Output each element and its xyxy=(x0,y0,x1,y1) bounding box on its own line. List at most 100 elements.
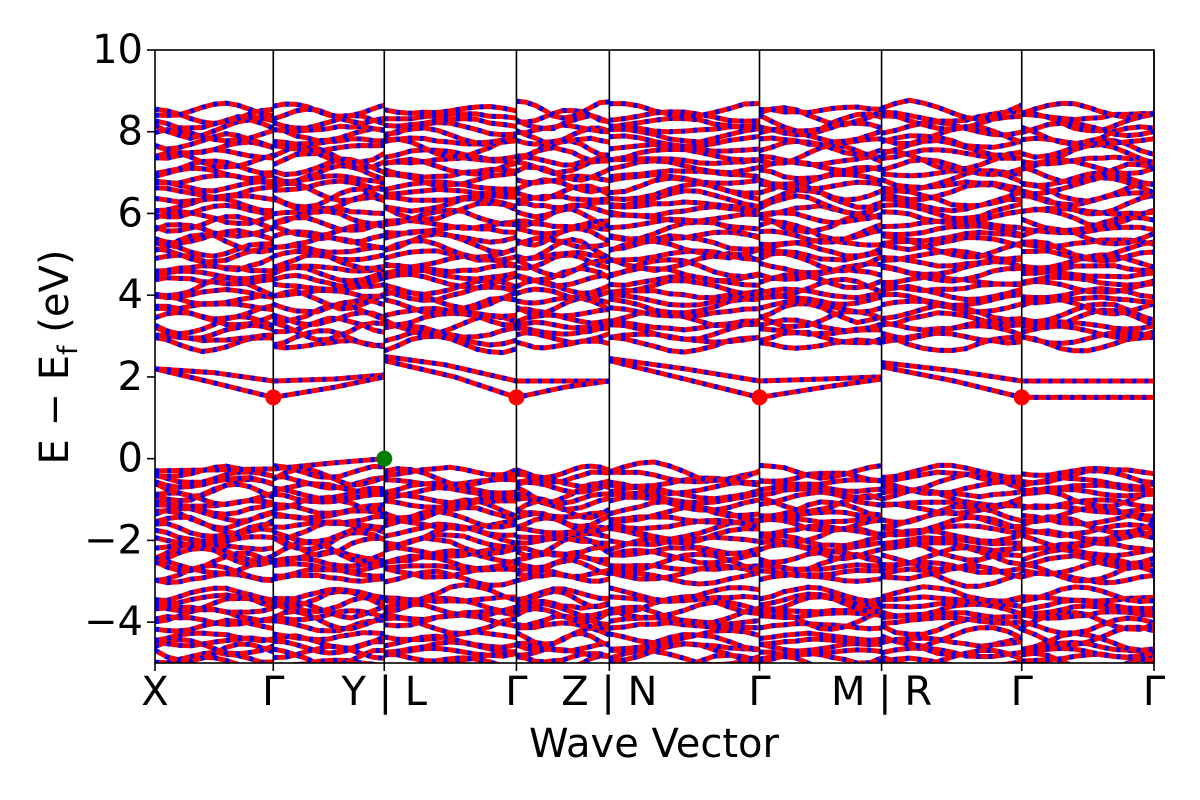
conduction-band-75-down xyxy=(515,277,611,296)
conduction-band-200-down xyxy=(155,178,274,194)
conduction-band-29-down xyxy=(758,317,883,334)
conduction-band-179-down xyxy=(516,199,610,211)
valence-band-78-up xyxy=(880,601,1023,619)
conduction-band-227-down xyxy=(515,158,610,176)
y-tick-label-5: 6 xyxy=(118,190,143,236)
y-axis-label-main: E − E xyxy=(32,355,78,465)
conduction-band-18-down xyxy=(383,322,517,340)
conduction-band-230-down xyxy=(880,157,1023,178)
valence-band-116-down xyxy=(608,562,761,582)
valence-band-256-down xyxy=(155,469,274,485)
valence-band-224-down xyxy=(155,490,274,508)
lowest-conduction-band-5-down xyxy=(608,358,882,400)
valence-band-84-down xyxy=(609,593,760,617)
valence-band-1-up xyxy=(273,657,382,663)
valence-band-212-down xyxy=(608,499,760,519)
conduction-band-96-down xyxy=(155,263,274,274)
conduction-band-269-down xyxy=(758,125,883,145)
conduction-band-120-down xyxy=(155,240,274,259)
conduction-band-173-down xyxy=(759,203,882,220)
valence-band-152-down xyxy=(155,541,274,553)
valence-band-136-down xyxy=(155,545,274,568)
conduction-band-300-down xyxy=(609,101,760,120)
valence-band-257-down xyxy=(272,465,386,488)
conduction-band-6-down xyxy=(881,335,1022,354)
conduction-band-162-up xyxy=(383,207,517,228)
valence-band-77-down xyxy=(759,605,882,615)
valence-band-145-down xyxy=(272,539,386,564)
conduction-band-194-down xyxy=(384,186,517,197)
valence-band-93-down xyxy=(759,591,882,608)
conduction-band-146-down xyxy=(384,224,517,236)
x-tick-label-4: Z | N xyxy=(561,669,657,715)
conduction-band-274-up xyxy=(384,120,517,138)
conduction-band-9-down xyxy=(272,328,385,349)
valence-band-271-down xyxy=(1021,466,1154,478)
conduction-band-293-down xyxy=(758,105,883,128)
y-tick-label-6: 8 xyxy=(118,109,143,155)
conduction-band-102-down xyxy=(881,259,1023,277)
valence-band-177-down xyxy=(273,519,385,542)
conduction-band-61-down xyxy=(759,293,883,307)
conduction-band-24-down xyxy=(155,314,275,337)
conduction-band-27-down xyxy=(516,319,610,331)
conduction-band-157-down xyxy=(758,212,883,235)
valence-band-55-up xyxy=(1021,615,1154,636)
conduction-band-217-down xyxy=(272,163,386,185)
conduction-band-52-down xyxy=(608,296,760,316)
valence-band-97-up xyxy=(273,587,385,602)
conduction-band-204-down xyxy=(609,175,760,196)
valence-band-29-down xyxy=(758,640,882,654)
conduction-band-260-down xyxy=(609,133,760,149)
conduction-band-170-down xyxy=(383,200,518,222)
conduction-band-90-down xyxy=(383,267,517,282)
conduction-band-188-down xyxy=(609,188,760,210)
y-tick-label-0: −4 xyxy=(84,599,143,645)
conduction-band-8-down xyxy=(155,332,274,344)
conduction-band-180-down xyxy=(609,199,760,210)
valence-band-107-down xyxy=(515,571,610,584)
valence-band-37-down xyxy=(759,636,882,648)
valence-band-87-down xyxy=(1021,597,1154,613)
conduction-band-36-down xyxy=(608,309,761,329)
conduction-band-282-down xyxy=(384,116,517,129)
conduction-band-236-down xyxy=(609,156,760,167)
conduction-band-71-down xyxy=(1021,285,1154,301)
valence-band-149-down xyxy=(758,541,883,562)
valence-band-135-up xyxy=(1021,553,1154,571)
conduction-band-73-up xyxy=(272,281,385,292)
valence-band-18-down xyxy=(383,645,517,659)
valence-band-131-down xyxy=(515,553,611,571)
valence-band-111-down xyxy=(1021,570,1154,586)
valence-band-20-down xyxy=(608,641,760,663)
conduction-band-150-up xyxy=(881,223,1023,238)
conduction-band-291-down xyxy=(516,107,610,125)
valence-band-200-down xyxy=(155,505,275,524)
conduction-band-206-up xyxy=(881,179,1023,193)
conduction-band-82-up xyxy=(383,271,518,291)
conduction-band-249-up xyxy=(272,142,385,154)
valence-band-205-down xyxy=(759,509,882,520)
conduction-band-0-down xyxy=(155,335,274,355)
valence-band-146-down xyxy=(384,544,517,559)
conduction-band-87-down xyxy=(1021,274,1154,288)
conduction-band-95-down xyxy=(1021,269,1154,280)
valence-band-241-up xyxy=(272,481,385,495)
y-axis-label-unit: (eV) xyxy=(32,250,78,333)
conduction-band-142-up xyxy=(881,229,1023,244)
lowest-conduction-band-4-down xyxy=(608,356,882,384)
y-axis: −4 −2 0 2 4 6 8 10 xyxy=(84,27,155,645)
conduction-band-221-down xyxy=(759,164,883,182)
y-tick-label-1: −2 xyxy=(84,517,143,563)
valence-band-100-down xyxy=(608,585,760,604)
conduction-band-20-down xyxy=(609,321,760,342)
conduction-band-298-down xyxy=(383,103,517,116)
conduction-band-288-down xyxy=(155,106,274,127)
conduction-band-88-down xyxy=(155,268,274,282)
plot-frame xyxy=(154,49,1155,664)
conduction-band-178-up xyxy=(383,196,518,214)
y-axis-label-subscript: f xyxy=(53,344,84,355)
conduction-band-244-down xyxy=(608,146,760,163)
valence-band-204-down xyxy=(609,504,760,524)
valence-band-80-down xyxy=(155,595,275,614)
